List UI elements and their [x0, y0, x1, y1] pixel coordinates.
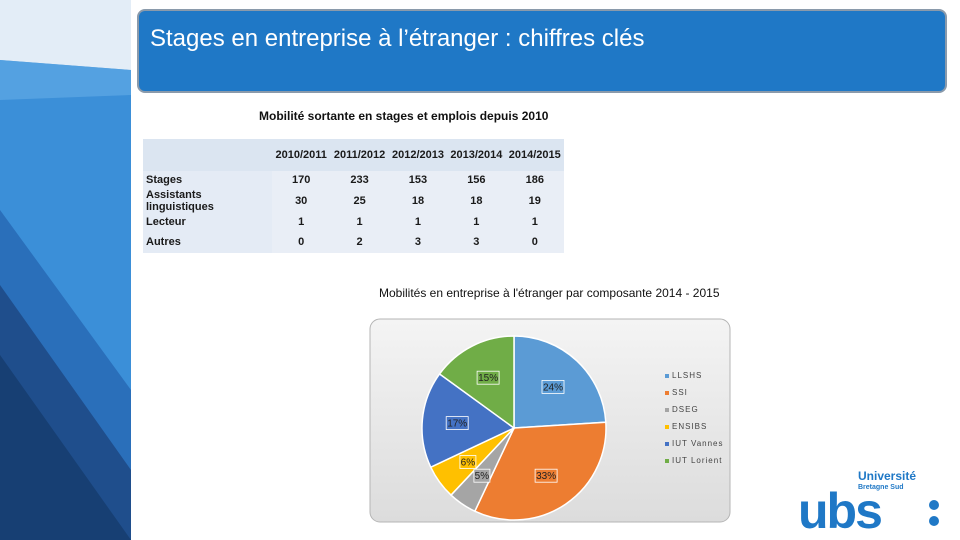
pie-data-label: 17%: [447, 419, 467, 430]
table-row: Lecteur 1 1 1 1 1: [143, 213, 564, 231]
table-cell: 3: [388, 231, 448, 253]
slide-title: Stages en entreprise à l’étranger : chif…: [150, 25, 645, 52]
table-cell: 153: [388, 171, 448, 189]
table-row: Assistants linguistiques 30 25 18 18 19: [143, 189, 564, 213]
table-cell: 1: [388, 213, 448, 231]
legend-label: DSEG: [672, 405, 699, 414]
pie-data-label-box: [445, 416, 469, 430]
pie-data-label: 24%: [543, 382, 563, 393]
table-header-row: 2010/2011 2011/2012 2012/2013 2013/2014 …: [143, 139, 564, 171]
table-cell: 1: [330, 213, 389, 231]
column-header: 2011/2012: [330, 139, 389, 171]
column-header: 2012/2013: [388, 139, 448, 171]
pie-data-label: 6%: [461, 458, 476, 469]
table-row: Stages 170 233 153 156 186: [143, 171, 564, 189]
mobility-table: 2010/2011 2011/2012 2012/2013 2013/2014 …: [143, 139, 564, 253]
row-label: Stages: [143, 171, 272, 189]
logo-dot-icon: [929, 500, 939, 510]
table-cell: 186: [505, 171, 564, 189]
table-corner-cell: [143, 139, 272, 171]
row-label: Lecteur: [143, 213, 272, 231]
legend-swatch: [665, 442, 669, 446]
left-decorative-panel: [0, 0, 131, 540]
logo-university-text: Université: [858, 469, 916, 483]
table-cell: 1: [505, 213, 564, 231]
table-cell: 2: [330, 231, 389, 253]
table-cell: 25: [330, 189, 389, 213]
logo-dot-icon: [929, 516, 939, 526]
table-cell: 170: [272, 171, 331, 189]
chart-legend: LLSHS SSI DSEG ENSIBS IUT Vannes IUT Lorient: [665, 371, 724, 465]
column-header: 2013/2014: [447, 139, 506, 171]
pie-labels: 24% 33% 5% 6% 17% 15%: [445, 370, 565, 483]
table-cell: 233: [330, 171, 389, 189]
ubs-university-logo: Université Bretagne Sud ubs: [798, 469, 939, 532]
pie-data-label-box: [534, 468, 558, 483]
table-cell: 3: [447, 231, 506, 253]
legend-label: LLSHS: [672, 371, 702, 380]
legend-swatch: [665, 459, 669, 463]
column-header: 2014/2015: [505, 139, 564, 171]
logo-ubs-mark: ubs: [798, 483, 881, 532]
table-cell: 18: [447, 189, 506, 213]
table-cell: 19: [505, 189, 564, 213]
legend-swatch: [665, 425, 669, 429]
row-label: Autres: [143, 231, 272, 253]
chart-title: Mobilités en entreprise à l'étranger par…: [379, 286, 720, 300]
legend-label: IUT Lorient: [672, 456, 722, 465]
logo-subtitle-text: Bretagne Sud: [858, 484, 904, 491]
legend-label: ENSIBS: [672, 422, 707, 431]
pie-data-label-box: [541, 380, 565, 394]
pie-data-label-box: [476, 370, 500, 385]
row-label: Assistants linguistiques: [143, 189, 272, 213]
column-header: 2010/2011: [272, 139, 331, 171]
pie-chart: 24% 33% 5% 6% 17% 15% LLSHS SSI DSEG ENSIBS IUT V…: [369, 318, 731, 523]
pie-data-label: 33%: [536, 471, 556, 482]
table-row: Autres 0 2 3 3 0: [143, 231, 564, 253]
table-cell: 18: [388, 189, 448, 213]
pie-data-label: 15%: [478, 373, 498, 384]
table-cell: 1: [447, 213, 506, 231]
title-bar: Stages en entreprise à l’étranger : chif…: [137, 9, 947, 93]
pie-data-label-box: [459, 455, 477, 469]
table-caption: Mobilité sortante en stages et emplois d…: [259, 109, 549, 123]
table-cell: 1: [272, 213, 331, 231]
table-cell: 30: [272, 189, 331, 213]
table-cell: 156: [447, 171, 506, 189]
table-cell: 0: [505, 231, 564, 253]
legend-swatch: [665, 391, 669, 395]
table-cell: 0: [272, 231, 331, 253]
legend-swatch: [665, 374, 669, 378]
pie-data-label-box: [473, 468, 491, 483]
legend-swatch: [665, 408, 669, 412]
legend-label: IUT Vannes: [672, 439, 724, 448]
pie-data-label: 5%: [475, 471, 490, 482]
legend-label: SSI: [672, 388, 688, 397]
